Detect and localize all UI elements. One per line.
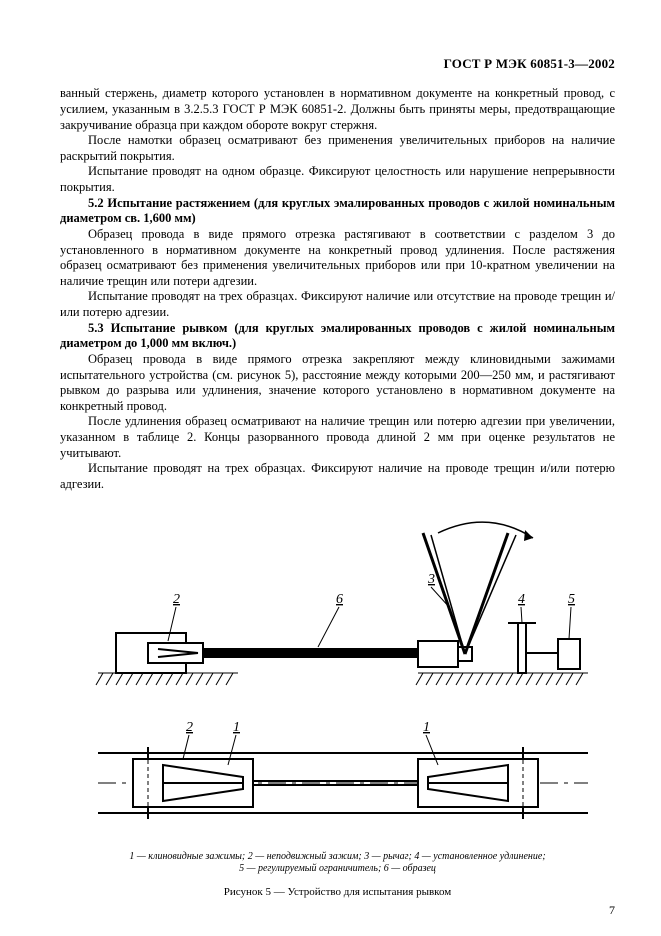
paragraph: ванный стержень, диаметр которого устано… (60, 86, 615, 133)
paragraph: Испытание проводят на трех образцах. Фик… (60, 461, 615, 492)
svg-text:5: 5 (568, 592, 575, 607)
paragraph: Образец провода в виде прямого отрезка з… (60, 352, 615, 415)
svg-text:1: 1 (233, 720, 240, 735)
figure-legend: 1 — клиновидные зажимы; 2 — неподвижный … (60, 851, 615, 876)
paragraph: Образец провода в виде прямого отрезка р… (60, 227, 615, 290)
section-title: 5.2 Испытание растяжением (для круглых э… (60, 196, 615, 226)
figure-caption: Рисунок 5 — Устройство для испытания рыв… (60, 886, 615, 900)
section-5-2: 5.2 Испытание растяжением (для круглых э… (60, 196, 615, 227)
svg-text:3: 3 (427, 572, 435, 587)
svg-text:2: 2 (186, 720, 193, 735)
section-5-3: 5.3 Испытание рывком (для круглых эмалир… (60, 321, 615, 352)
diagram-svg: 2 6 3 4 5 (78, 513, 598, 843)
svg-text:1: 1 (423, 720, 430, 735)
svg-text:2: 2 (173, 592, 180, 607)
doc-header: ГОСТ Р МЭК 60851-3—2002 (60, 56, 615, 72)
paragraph: После намотки образец осматривают без пр… (60, 133, 615, 164)
paragraph: Испытание проводят на одном образце. Фик… (60, 164, 615, 195)
figure-5: 2 6 3 4 5 (60, 513, 615, 900)
page-number: 7 (609, 903, 615, 918)
page: ГОСТ Р МЭК 60851-3—2002 ванный стержень,… (0, 0, 661, 936)
paragraph: После удлинения образец осматривают на н… (60, 414, 615, 461)
svg-text:4: 4 (518, 592, 525, 607)
svg-text:6: 6 (336, 592, 343, 607)
section-title: 5.3 Испытание рывком (для круглых эмалир… (60, 321, 615, 351)
paragraph: Испытание проводят на трех образцах. Фик… (60, 289, 615, 320)
